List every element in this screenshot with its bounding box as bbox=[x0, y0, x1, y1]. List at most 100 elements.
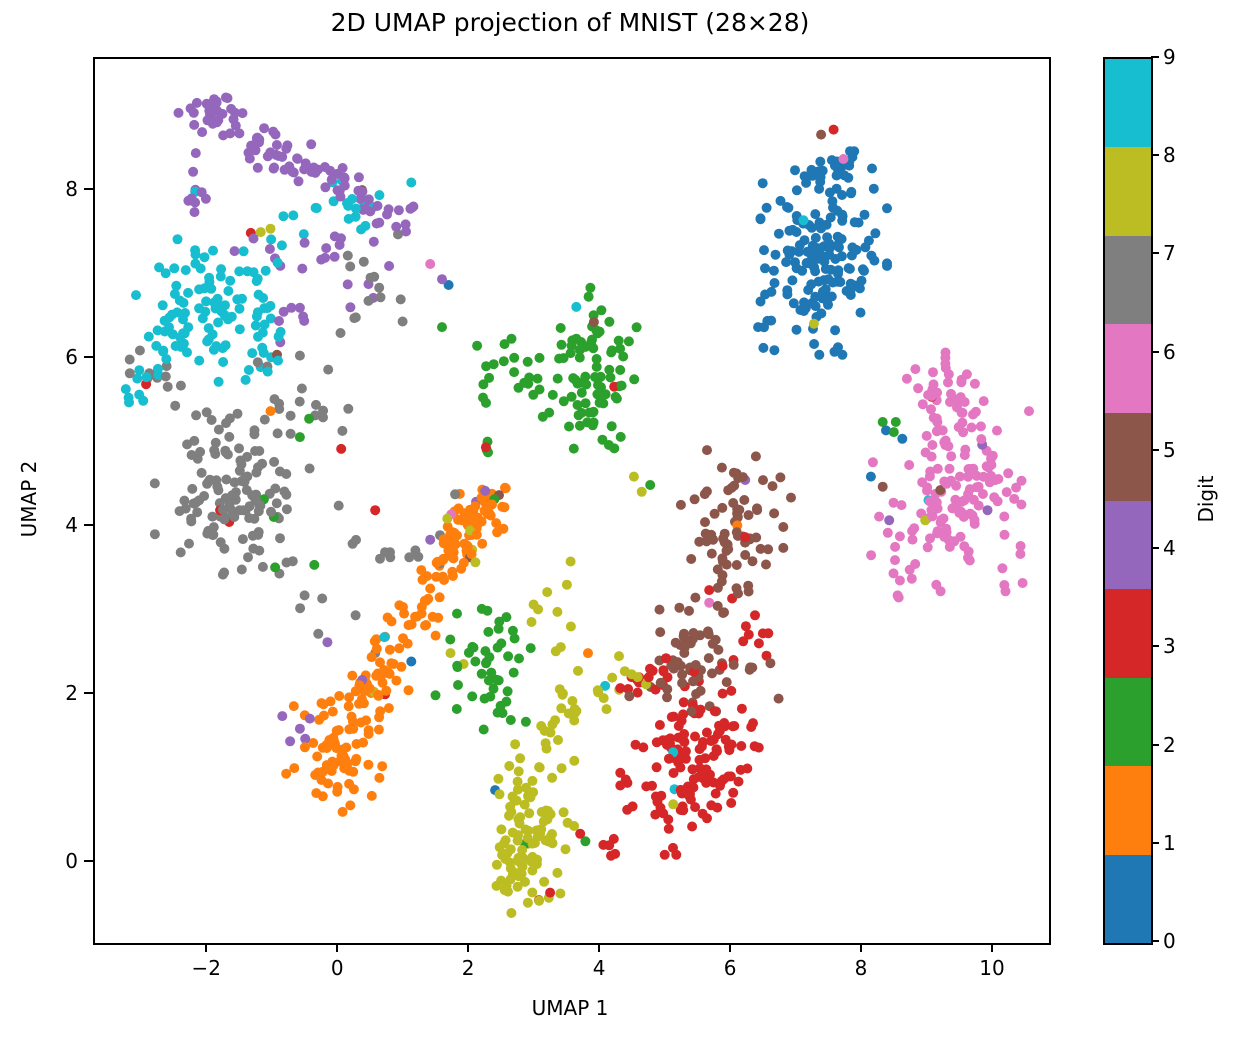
data-point-digit-2 bbox=[596, 382, 606, 393]
data-point-digit-4 bbox=[292, 153, 303, 164]
data-point-digit-6 bbox=[704, 597, 715, 608]
data-point-digit-2 bbox=[270, 562, 281, 573]
data-point-digit-5 bbox=[717, 556, 728, 567]
data-point-digit-3 bbox=[615, 767, 626, 778]
data-point-digit-9 bbox=[406, 177, 417, 188]
data-point-digit-1 bbox=[316, 775, 327, 785]
data-point-digit-8 bbox=[534, 762, 545, 773]
data-point-digit-3 bbox=[702, 813, 712, 824]
data-point-digit-4 bbox=[294, 302, 305, 313]
data-point-digit-5 bbox=[778, 522, 789, 532]
data-point-digit-0 bbox=[806, 164, 817, 175]
data-point-digit-9 bbox=[258, 347, 269, 358]
data-point-digit-3 bbox=[728, 787, 739, 798]
data-point-digit-6 bbox=[910, 364, 921, 375]
data-point-digit-7 bbox=[294, 350, 305, 361]
data-point-digit-0 bbox=[810, 266, 821, 277]
data-point-digit-9 bbox=[350, 203, 361, 214]
data-point-digit-3 bbox=[687, 764, 698, 775]
data-point-digit-5 bbox=[758, 475, 768, 486]
data-point-digit-0 bbox=[790, 165, 800, 176]
data-point-digit-4 bbox=[300, 733, 311, 744]
data-point-digit-4 bbox=[982, 505, 993, 516]
data-point-digit-3 bbox=[719, 718, 730, 728]
data-point-digit-2 bbox=[534, 384, 545, 395]
colorbar-band-digit-1 bbox=[1105, 766, 1151, 855]
data-point-digit-3 bbox=[651, 762, 662, 773]
data-point-digit-3 bbox=[694, 754, 705, 765]
colorbar-tick-mark bbox=[1151, 645, 1159, 648]
data-point-digit-9 bbox=[161, 354, 172, 364]
data-point-digit-4 bbox=[278, 306, 289, 317]
data-point-digit-7 bbox=[170, 400, 181, 411]
data-point-digit-0 bbox=[799, 297, 809, 308]
data-point-digit-9 bbox=[311, 203, 322, 214]
data-point-digit-7 bbox=[234, 443, 244, 454]
data-point-digit-4 bbox=[304, 713, 315, 724]
data-point-digit-7 bbox=[210, 437, 221, 448]
data-point-digit-2 bbox=[613, 335, 624, 346]
colorbar-tick-label: 5 bbox=[1163, 437, 1176, 462]
data-point-digit-9 bbox=[276, 240, 287, 251]
data-point-digit-2 bbox=[503, 651, 514, 662]
data-point-digit-8 bbox=[636, 486, 647, 497]
data-point-digit-6 bbox=[894, 531, 905, 542]
data-point-digit-6 bbox=[956, 377, 967, 388]
data-point-digit-6 bbox=[951, 500, 961, 510]
data-point-digit-7 bbox=[299, 590, 310, 601]
data-point-digit-5 bbox=[816, 129, 827, 140]
data-point-digit-6 bbox=[888, 568, 899, 579]
data-point-digit-4 bbox=[217, 108, 228, 119]
data-point-digit-8 bbox=[541, 743, 552, 754]
y-tick-label: 8 bbox=[65, 176, 78, 201]
data-point-digit-7 bbox=[160, 371, 171, 382]
data-point-digit-9 bbox=[194, 355, 205, 366]
data-point-digit-1 bbox=[345, 800, 356, 811]
data-point-digit-5 bbox=[728, 659, 739, 670]
data-point-digit-7 bbox=[304, 463, 315, 474]
data-point-digit-2 bbox=[304, 413, 315, 424]
data-point-digit-1 bbox=[344, 724, 355, 735]
data-point-digit-4 bbox=[299, 237, 310, 248]
data-point-digit-1 bbox=[299, 742, 310, 753]
data-point-digit-5 bbox=[731, 527, 742, 538]
data-point-digit-0 bbox=[769, 345, 780, 356]
data-point-digit-7 bbox=[311, 399, 321, 410]
data-point-digit-7 bbox=[204, 474, 215, 485]
data-point-digit-7 bbox=[397, 316, 408, 327]
data-point-digit-0 bbox=[897, 433, 908, 444]
data-point-digit-4 bbox=[425, 534, 436, 545]
data-point-digit-6 bbox=[1017, 578, 1028, 588]
data-point-digit-6 bbox=[965, 508, 976, 519]
data-point-digit-4 bbox=[299, 315, 310, 326]
data-point-digit-1 bbox=[394, 643, 405, 654]
data-point-digit-6 bbox=[931, 426, 942, 437]
data-point-digit-4 bbox=[186, 193, 197, 204]
data-point-digit-4 bbox=[277, 711, 288, 722]
data-point-digit-2 bbox=[506, 333, 517, 344]
data-point-digit-9 bbox=[141, 372, 152, 383]
data-point-digit-5 bbox=[717, 502, 728, 513]
data-point-digit-5 bbox=[712, 564, 723, 575]
data-point-digit-2 bbox=[499, 339, 510, 350]
data-point-digit-5 bbox=[677, 678, 688, 688]
data-point-digit-6 bbox=[940, 358, 951, 369]
x-tick-label: −2 bbox=[191, 956, 221, 980]
data-point-digit-9 bbox=[278, 211, 289, 222]
data-point-digit-5 bbox=[662, 684, 673, 695]
colorbar-tick-mark bbox=[1151, 252, 1159, 255]
data-point-digit-6 bbox=[999, 511, 1010, 522]
data-point-digit-8 bbox=[500, 835, 511, 846]
data-point-digit-1 bbox=[391, 675, 402, 686]
data-point-digit-2 bbox=[566, 391, 577, 402]
data-point-digit-5 bbox=[712, 600, 723, 611]
data-point-digit-2 bbox=[467, 691, 478, 702]
data-point-digit-8 bbox=[494, 842, 505, 853]
data-point-digit-8 bbox=[614, 651, 624, 662]
data-point-digit-2 bbox=[501, 612, 512, 623]
data-point-digit-9 bbox=[203, 334, 214, 345]
data-point-digit-7 bbox=[217, 569, 228, 580]
data-point-digit-7 bbox=[272, 428, 283, 439]
data-point-digit-5 bbox=[690, 592, 701, 603]
data-point-digit-6 bbox=[959, 397, 970, 407]
